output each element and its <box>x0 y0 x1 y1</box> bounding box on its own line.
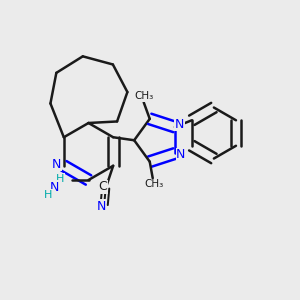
Text: C: C <box>98 180 107 193</box>
Text: CH₃: CH₃ <box>145 179 164 189</box>
Text: N: N <box>97 200 106 213</box>
Text: N: N <box>49 181 59 194</box>
Text: H: H <box>56 173 64 184</box>
Text: CH₃: CH₃ <box>134 92 153 101</box>
Text: N: N <box>175 118 184 130</box>
Text: H: H <box>44 190 52 200</box>
Text: N: N <box>176 148 186 161</box>
Text: N: N <box>52 158 61 171</box>
